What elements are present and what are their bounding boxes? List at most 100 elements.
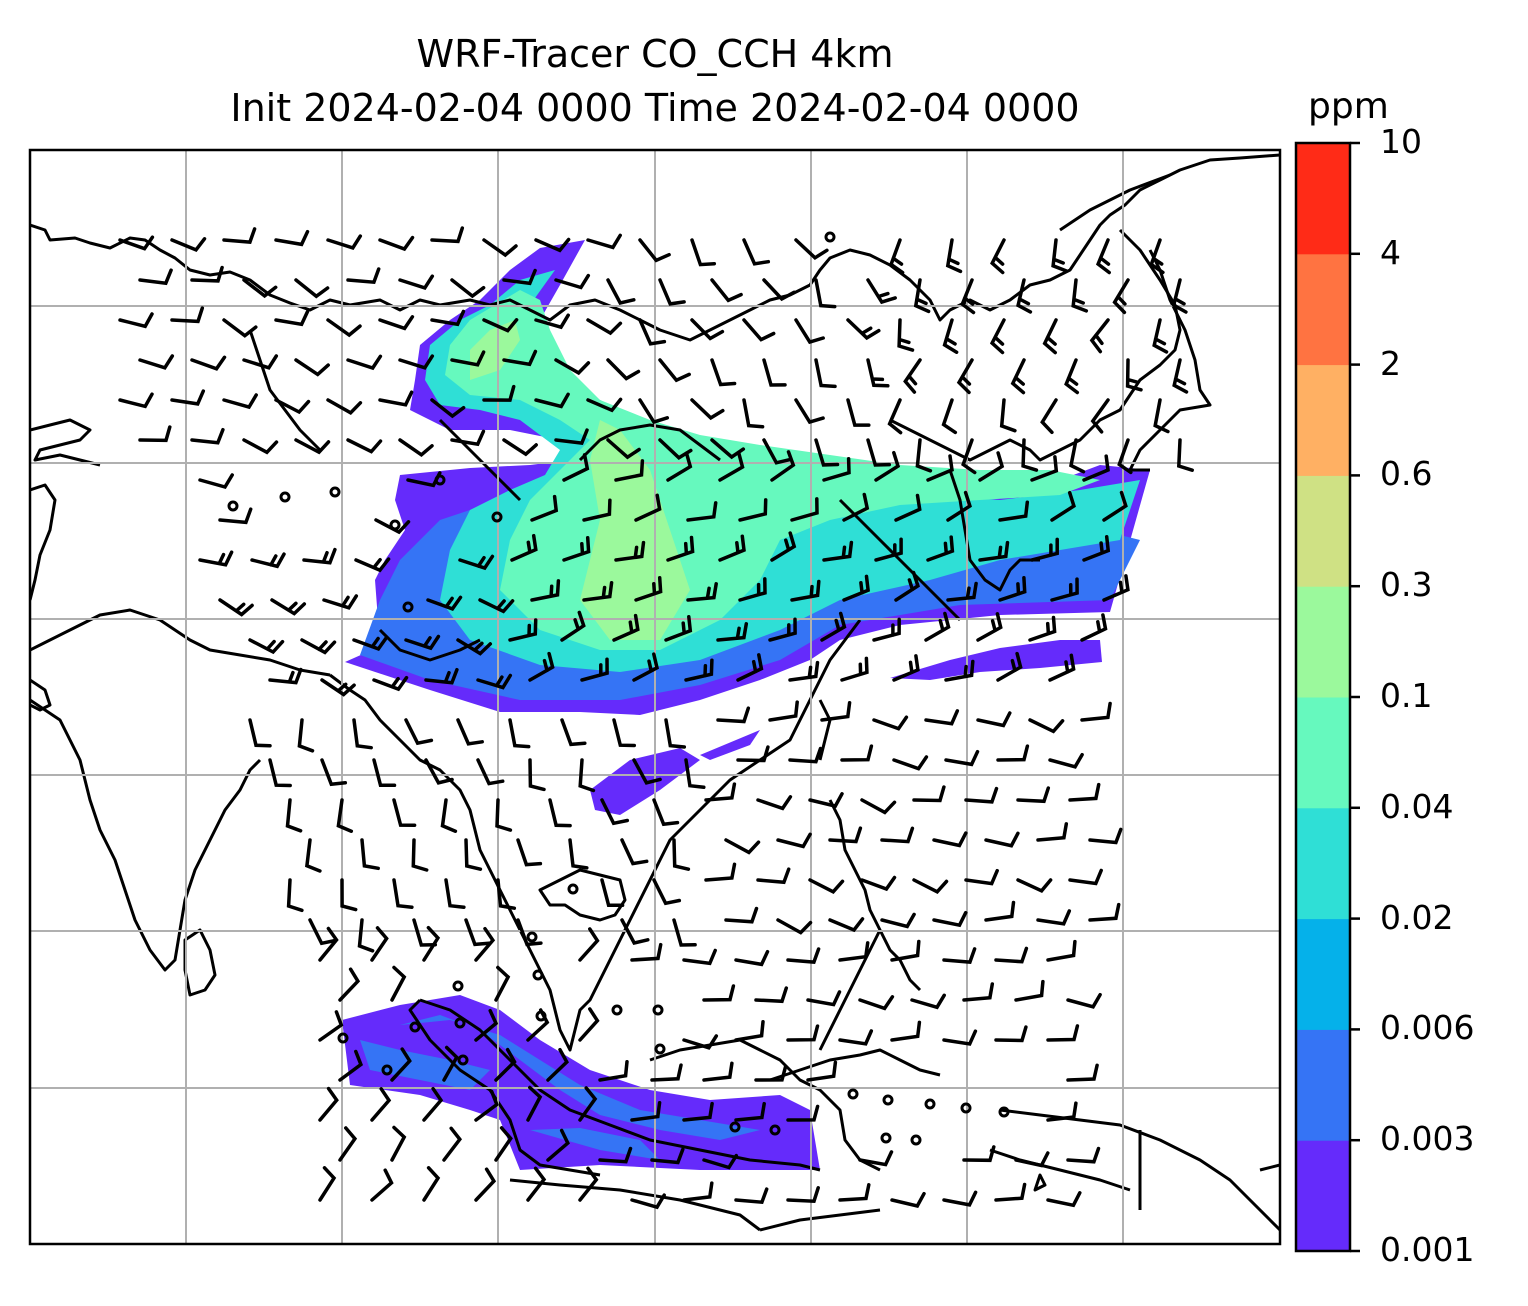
wind-barb [285, 798, 303, 833]
wind-barb [482, 318, 519, 333]
wind-barb [842, 492, 870, 522]
wind-barb [842, 574, 870, 602]
wind-barb [562, 535, 591, 562]
wind-barb [528, 758, 546, 792]
wind-barb [530, 494, 559, 522]
wind-barb [1021, 438, 1039, 472]
wind-barb [612, 613, 640, 642]
wind-barb [274, 398, 311, 415]
wind-barb [794, 238, 829, 261]
wind-barb [138, 354, 175, 370]
wind-barb [822, 540, 854, 562]
wind-barb [1028, 615, 1057, 642]
wind-barb [430, 309, 466, 327]
wind-barb [1095, 238, 1111, 275]
wind-barb [222, 227, 257, 244]
wind-barb [554, 428, 589, 445]
wind-barb [274, 229, 310, 247]
wind-barb [690, 318, 725, 341]
wind-barb [794, 398, 825, 425]
wind-barb [684, 758, 706, 790]
wind-barb [890, 1020, 922, 1042]
wind-barb [606, 278, 636, 306]
wind-barb [600, 798, 630, 826]
wind-barb [903, 358, 922, 394]
wind-barb [578, 927, 600, 962]
calm-wind-marker [998, 1106, 1010, 1118]
wind-barb [336, 798, 354, 833]
wind-barb [464, 838, 483, 871]
wind-barb [666, 535, 695, 562]
wind-barb [634, 493, 662, 522]
wind-barb [790, 497, 819, 522]
wind-barb [770, 450, 796, 482]
wind-barb [1010, 358, 1026, 395]
wind-barb [456, 638, 493, 656]
colorbar-tick-label: 0.04 [1380, 786, 1454, 826]
wind-barb [286, 878, 304, 913]
calm-wind-marker [457, 1054, 469, 1066]
wind-barb [1102, 574, 1130, 602]
wind-barb [1030, 455, 1059, 482]
wind-barb [672, 838, 691, 871]
calm-wind-marker [654, 1043, 666, 1055]
colorbar-segment [1296, 475, 1350, 587]
wind-barb [946, 581, 978, 602]
wind-barb [516, 838, 543, 867]
wind-barb [1046, 1024, 1080, 1042]
tracer-plume-east-band [890, 640, 1102, 680]
wind-barb [1102, 490, 1128, 522]
wind-barb [838, 1029, 874, 1046]
wind-barb [530, 579, 561, 602]
colorbar-tick-label: 0.006 [1380, 1008, 1475, 1048]
wind-barb [684, 658, 714, 682]
calm-wind-marker [526, 931, 538, 943]
wind-barb [320, 758, 348, 787]
wind-barb [652, 878, 682, 906]
wind-barb [710, 438, 746, 460]
wind-barb [218, 507, 253, 525]
calm-wind-marker [924, 1098, 936, 1110]
wind-barb [352, 635, 389, 652]
wind-barb [894, 493, 922, 522]
wind-barb [630, 1100, 662, 1122]
wind-barb [1036, 909, 1072, 926]
wind-barb [378, 235, 415, 252]
calm-wind-marker [824, 231, 836, 243]
wind-barb [788, 746, 823, 764]
wind-barb [614, 459, 645, 482]
wind-barb [1048, 653, 1076, 682]
wind-barb [294, 358, 330, 377]
wind-barb [806, 1060, 838, 1082]
wind-barb [495, 798, 513, 832]
wind-barb [170, 237, 207, 253]
wind-barb [578, 1086, 598, 1122]
wind-barb [786, 1024, 820, 1042]
wind-barb [814, 438, 840, 467]
wind-barb [320, 678, 356, 697]
wind-barb [652, 798, 680, 827]
wind-barb [926, 454, 954, 482]
wind-barb [430, 226, 465, 244]
wind-barb [894, 570, 920, 602]
wind-barb [390, 1047, 412, 1082]
calm-wind-marker [329, 486, 341, 498]
wind-barb [598, 1059, 629, 1082]
wind-barb [742, 398, 765, 429]
wind-barb [734, 1020, 765, 1042]
wind-barb [1068, 868, 1103, 886]
wind-barb [990, 238, 1006, 275]
wind-barb [482, 238, 518, 258]
wind-barb [892, 654, 920, 682]
calm-wind-marker [910, 1134, 922, 1146]
colorbar-segment [1296, 1029, 1350, 1141]
wind-barb [838, 941, 870, 962]
wind-barb [754, 986, 789, 1004]
wind-barb [456, 718, 484, 746]
wind-barb [370, 1087, 392, 1122]
wind-barb [476, 758, 505, 786]
wind-barb [786, 1186, 820, 1204]
wind-barb [1149, 238, 1165, 275]
wind-barb [268, 758, 292, 788]
wind-barb [1064, 358, 1080, 395]
